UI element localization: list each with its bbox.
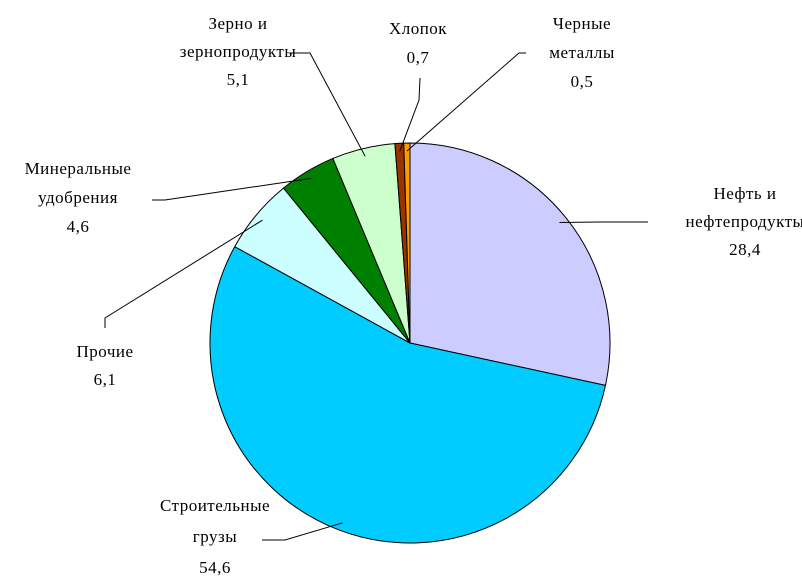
leader-line (290, 52, 366, 157)
leader-line (406, 52, 526, 152)
slice-label: Нефть и (713, 184, 776, 203)
slice-value: 0,7 (407, 48, 430, 67)
slice-value: 28,4 (729, 240, 761, 259)
slice-value: 5,1 (227, 70, 250, 89)
pie-slice (409, 142, 611, 386)
slice-label: Зерно и (208, 14, 267, 33)
slice-label: Строительные (160, 496, 270, 515)
slice-label: Минеральные (25, 159, 132, 178)
slice-value: 0,5 (571, 72, 594, 91)
leader-line (262, 522, 343, 541)
slice-label: удобрения (38, 188, 118, 207)
pie-slice (209, 245, 607, 544)
slice-label: Черные (553, 14, 611, 33)
slice-label: зернопродукты (180, 42, 297, 61)
leader-line (104, 219, 263, 328)
leader-line (399, 77, 421, 152)
slice-label: грузы (193, 527, 237, 546)
slice-value: 4,6 (67, 217, 90, 236)
slice-label: нефтепродукты (686, 212, 802, 231)
leader-line (152, 177, 312, 201)
slice-label: Прочие (76, 342, 133, 361)
slice-label: металлы (549, 43, 615, 62)
slice-value: 6,1 (94, 370, 117, 389)
slice-label: Хлопок (389, 19, 447, 38)
pie-slice (403, 142, 411, 344)
slice-value: 54,6 (199, 558, 231, 576)
